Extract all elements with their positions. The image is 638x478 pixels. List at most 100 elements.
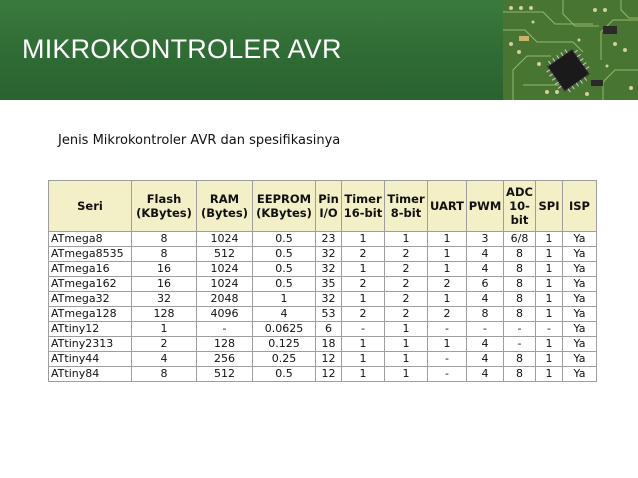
spec-cell: 1 <box>341 336 385 352</box>
series-name-cell: ATtiny84 <box>48 366 132 382</box>
spec-cell: 32 <box>315 291 342 307</box>
spec-cell: 1 <box>535 276 563 292</box>
spec-cell: 1 <box>535 246 563 262</box>
spec-cell: 1 <box>252 291 316 307</box>
spec-cell: 0.25 <box>252 351 316 367</box>
spec-cell: 0.0625 <box>252 321 316 337</box>
table-row: ATmega162 16 1024 0.5 35 2 2 2 6 8 1 Ya <box>48 276 597 292</box>
spec-cell: - <box>427 321 467 337</box>
column-header: SPI <box>535 180 563 232</box>
spec-cell: 2 <box>427 276 467 292</box>
spec-cell: 16 <box>131 261 197 277</box>
spec-cell: 1 <box>384 366 428 382</box>
spec-cell: 0.5 <box>252 366 316 382</box>
spec-cell: 2 <box>427 306 467 322</box>
spec-cell: 2 <box>341 306 385 322</box>
spec-cell: 6 <box>466 276 504 292</box>
spec-cell: 12 <box>315 351 342 367</box>
spec-cell: 2 <box>341 246 385 262</box>
table-row: ATtiny84 8 512 0.5 12 1 1-4 8 1 Ya <box>48 366 597 382</box>
table-header-row: Seri Flash (KBytes) RAM (Bytes) EEPROM (KBy… <box>48 180 597 232</box>
spec-cell: - <box>427 351 467 367</box>
spec-cell: 4 <box>131 351 197 367</box>
column-header: RAM (Bytes) <box>196 180 253 232</box>
spec-cell: 1024 <box>196 261 253 277</box>
spec-cell: 1 <box>341 291 385 307</box>
spec-cell: 1 <box>535 261 563 277</box>
spec-cell: 4 <box>466 351 504 367</box>
spec-cell: Ya <box>562 306 597 322</box>
spec-cell: 2 <box>384 246 428 262</box>
spec-cell: 4096 <box>196 306 253 322</box>
table-row: ATtiny44 4 256 0.25 12 1 1-4 8 1 Ya <box>48 351 597 367</box>
spec-cell: 1 <box>535 306 563 322</box>
table-row: ATmega128 128 4096 4 53 2 2 2 8 8 1 Ya <box>48 306 597 322</box>
column-header: Pin I/O <box>315 180 342 232</box>
spec-cell: - <box>466 321 504 337</box>
column-header: ADC 10-bit <box>503 180 536 232</box>
spec-cell: - <box>196 321 253 337</box>
spec-cell: 0.5 <box>252 261 316 277</box>
circuit-board-image <box>503 0 638 100</box>
table-row: ATmega8535 8 512 0.5 32 2 2 1 4 8 1 Ya <box>48 246 597 262</box>
series-name-cell: ATtiny2313 <box>48 336 132 352</box>
series-name-cell: ATmega8 <box>48 231 132 247</box>
spec-cell: 4 <box>466 366 504 382</box>
spec-cell: - <box>427 366 467 382</box>
table-row: ATmega16 16 1024 0.5 32 1 2 1 4 8 1 Ya <box>48 261 597 277</box>
series-name-cell: ATmega8535 <box>48 246 132 262</box>
spec-cell: 16 <box>131 276 197 292</box>
spec-cell: 1 <box>341 231 385 247</box>
spec-cell: 8 <box>503 261 536 277</box>
spec-cell: 2 <box>384 276 428 292</box>
table-row: ATmega32 32 2048 1 32 1 2 1 4 8 1 Ya <box>48 291 597 307</box>
spec-cell: 1 <box>384 351 428 367</box>
avr-spec-table: Seri Flash (KBytes) RAM (Bytes) EEPROM (KBy… <box>48 180 597 382</box>
spec-cell: 1 <box>384 336 428 352</box>
spec-cell: 8 <box>131 246 197 262</box>
spec-cell: 8 <box>503 306 536 322</box>
spec-cell: Ya <box>562 336 597 352</box>
column-header: UART <box>427 180 467 232</box>
column-header: Seri <box>48 180 132 232</box>
spec-cell: 8 <box>503 276 536 292</box>
spec-cell: 2 <box>341 276 385 292</box>
column-header: PWM <box>466 180 504 232</box>
series-name-cell: ATtiny44 <box>48 351 132 367</box>
spec-cell: 1 <box>535 291 563 307</box>
spec-cell: 8 <box>503 351 536 367</box>
spec-cell: 2 <box>131 336 197 352</box>
spec-cell: 1 <box>535 366 563 382</box>
table-caption: Jenis Mikrokontroler AVR dan spesifikasi… <box>58 133 341 148</box>
spec-cell: 512 <box>196 366 253 382</box>
column-header: EEPROM (KBytes) <box>252 180 316 232</box>
spec-cell: 32 <box>131 291 197 307</box>
spec-cell: 1 <box>427 231 467 247</box>
spec-cell: - <box>535 321 563 337</box>
spec-cell: 8 <box>503 366 536 382</box>
column-header: Flash (KBytes) <box>131 180 197 232</box>
spec-cell: 2 <box>384 261 428 277</box>
spec-cell: Ya <box>562 231 597 247</box>
spec-cell: 8 <box>503 246 536 262</box>
spec-cell: 6 <box>315 321 342 337</box>
spec-cell: 2 <box>384 306 428 322</box>
spec-cell: 1 <box>341 261 385 277</box>
spec-cell: 0.5 <box>252 276 316 292</box>
spec-cell: 4 <box>466 291 504 307</box>
series-name-cell: ATmega128 <box>48 306 132 322</box>
spec-cell: 2 <box>384 291 428 307</box>
spec-cell: 12 <box>315 366 342 382</box>
spec-cell: 1024 <box>196 276 253 292</box>
series-name-cell: ATmega32 <box>48 291 132 307</box>
spec-cell: 23 <box>315 231 342 247</box>
table-row: ATmega8 8 1024 0.5 23 1 1 1 3 6/8 1 Ya <box>48 231 597 247</box>
spec-cell: 3 <box>466 231 504 247</box>
spec-cell: 8 <box>503 291 536 307</box>
spec-cell: 512 <box>196 246 253 262</box>
spec-cell: Ya <box>562 246 597 262</box>
spec-cell: 18 <box>315 336 342 352</box>
spec-cell: 8 <box>131 231 197 247</box>
series-name-cell: ATmega162 <box>48 276 132 292</box>
column-header: Timer 8-bit <box>384 180 428 232</box>
